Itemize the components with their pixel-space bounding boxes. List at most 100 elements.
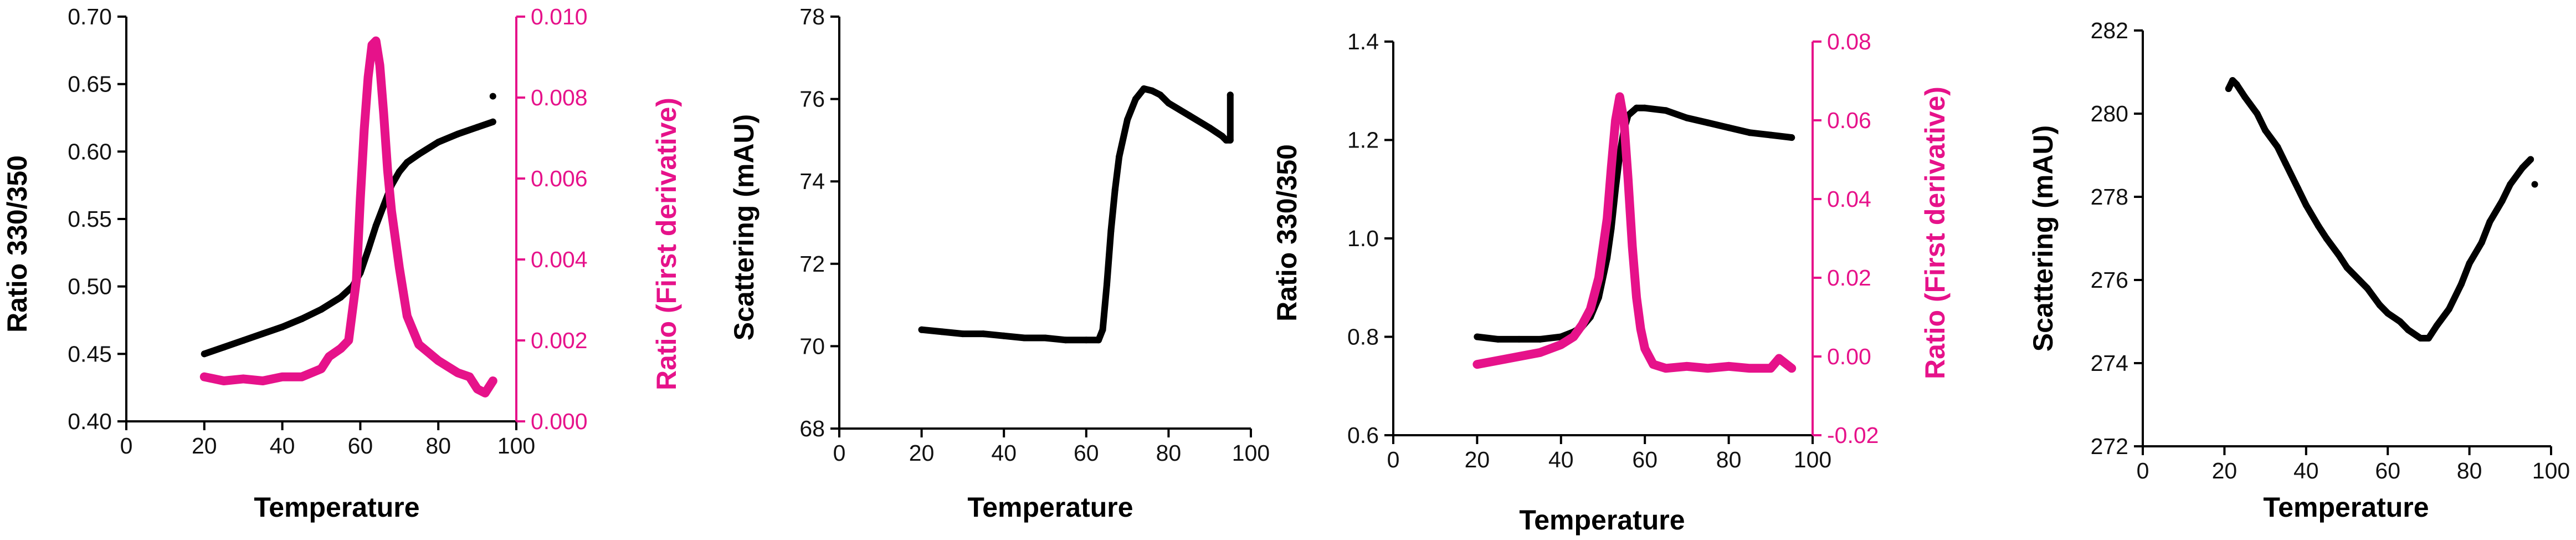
chart-1-series-1-point xyxy=(259,377,267,385)
chart-4-series-0-point xyxy=(2519,164,2526,171)
chart-2-series-0-point xyxy=(1099,326,1106,333)
chart-3-xlabel: Temperature xyxy=(1519,505,1685,536)
chart-3-series-1-point xyxy=(1515,353,1523,360)
chart-2-series-0-point xyxy=(1140,85,1147,92)
chart-4-ytick-label: 280 xyxy=(2091,101,2128,126)
chart-1-series-1-point xyxy=(376,61,384,69)
chart-3-series-1-point xyxy=(1788,364,1796,373)
chart-1-y2tick-label: 0.002 xyxy=(531,328,588,353)
chart-4-xtick-label: 100 xyxy=(2532,458,2570,483)
chart-2-series-0-point xyxy=(1082,337,1090,344)
chart-3-y2label: Ratio (First derivative) xyxy=(1920,86,1951,379)
chart-1-y2tick-label: 0.000 xyxy=(531,409,588,434)
chart-3-series-1-point xyxy=(1624,175,1632,184)
chart-3-series-1-point xyxy=(1636,325,1645,333)
chart-3-plot: 0 20 40 60 80 100 0.6 0.8 1.0 1.2 1.4 -0.02 0.00 0.02… xyxy=(1347,29,1879,472)
chart-4-ytick-label: 278 xyxy=(2091,184,2128,210)
chart-2-series-0-point xyxy=(1227,91,1234,99)
chart-1-series-1-point xyxy=(345,337,353,344)
chart-1-series-0-point xyxy=(372,222,379,230)
chart-2-series-0-point xyxy=(1186,112,1193,119)
chart-3-xtick-label: 80 xyxy=(1716,447,1742,472)
chart-1-xtick-label: 60 xyxy=(348,433,373,459)
chart-1-series-0-point xyxy=(489,118,496,125)
chart-1-series-1-point xyxy=(364,73,372,81)
chart-4-series-0-point xyxy=(2433,322,2440,329)
chart-1-series-1-point xyxy=(352,276,361,284)
chart-1-y2tick-label: 0.008 xyxy=(531,85,588,110)
chart-4-series-0-point xyxy=(2343,264,2351,271)
chart-4-series-0-point xyxy=(2445,305,2452,313)
chart-3-series-0-point xyxy=(1616,151,1623,159)
chart-1-series-0-point xyxy=(454,130,461,137)
chart-3-series-0-point xyxy=(1767,131,1774,139)
chart-3-series-1-point xyxy=(1607,164,1615,172)
chart-1-series-1-point xyxy=(391,235,399,243)
chart-3-series-derivative-line xyxy=(1472,92,1797,373)
chart-1-series-1-point xyxy=(337,344,345,353)
chart-4-series-0-point xyxy=(2254,110,2261,117)
chart-3-xtick-label: 60 xyxy=(1632,447,1658,472)
chart-panel-3: Ratio 330/350 Ratio (First derivative) T… xyxy=(1271,29,1951,536)
chart-1-series-0-point xyxy=(337,294,345,301)
chart-4-xlabel: Temperature xyxy=(2263,492,2429,523)
chart-2-ytick-label: 68 xyxy=(799,416,825,441)
chart-2-xtick-label: 60 xyxy=(1074,440,1099,466)
chart-3-series-1-point xyxy=(1569,333,1578,341)
chart-2-series-0-point xyxy=(1111,186,1118,193)
chart-3-series-1-point xyxy=(1586,305,1594,313)
chart-4-series-0-point xyxy=(2527,156,2534,163)
chart-1-y2tick-label: 0.006 xyxy=(531,166,588,191)
chart-2-xtick-label: 40 xyxy=(991,440,1017,466)
chart-3-series-1-point xyxy=(1473,360,1481,369)
chart-1-series-0-point xyxy=(201,350,208,358)
chart-1-ytick-label: 0.60 xyxy=(68,139,112,164)
chart-4-series-0-point xyxy=(2335,252,2342,258)
chart-1-ylabel: Ratio 330/350 xyxy=(2,155,33,333)
chart-3-series-1-point xyxy=(1641,344,1649,353)
chart-4-ytick-label: 274 xyxy=(2091,350,2128,376)
chart-2-xtick-label: 20 xyxy=(909,440,935,466)
chart-3-ytick-label: 1.4 xyxy=(1347,29,1379,54)
chart-1-xtick-label: 0 xyxy=(120,433,133,459)
chart-1-series-1-point xyxy=(372,37,380,45)
chart-3-series-1-point xyxy=(1703,364,1712,373)
chart-3-series-1-point xyxy=(1649,360,1658,369)
chart-3-y2tick-label: 0.04 xyxy=(1827,186,1871,212)
chart-1-ytick-label: 0.40 xyxy=(68,409,112,434)
chart-1-xtick-label: 40 xyxy=(270,433,295,459)
chart-4-xtick-label: 20 xyxy=(2212,458,2238,483)
chart-4-ylabel: Scattering (mAU) xyxy=(2028,125,2059,351)
chart-1-series-1-point xyxy=(360,126,368,134)
chart-4-xtick-label: 40 xyxy=(2293,458,2319,483)
chart-3-xtick-label: 0 xyxy=(1387,447,1400,472)
chart-1-series-1-point xyxy=(383,166,392,175)
chart-panel-4: Scattering (mAU) Temperature 0 20 40 60 80 10… xyxy=(2028,18,2570,523)
chart-2-series-0-point xyxy=(1095,337,1102,344)
chart-1-ytick-label: 0.50 xyxy=(68,274,112,299)
chart-4-series-0-point xyxy=(2457,281,2465,288)
chart-3-series-1-point xyxy=(1494,356,1502,365)
chart-4-ytick-label: 282 xyxy=(2091,18,2128,43)
chart-3-series-0-point xyxy=(1788,134,1795,141)
chart-2-series-0-point xyxy=(1107,227,1115,235)
chart-3-series-1-point xyxy=(1628,242,1636,251)
chart-4-series-0-point xyxy=(2486,218,2493,225)
chart-2-ytick-label: 70 xyxy=(799,333,825,359)
chart-4-xtick-label: 0 xyxy=(2137,458,2149,483)
chart-1-series-1-point xyxy=(395,263,403,272)
chart-1-series-1-point xyxy=(317,365,325,373)
chart-2-series-0-point xyxy=(1132,95,1139,103)
chart-3-series-0-point xyxy=(1641,104,1649,111)
chart-1-xlabel: Temperature xyxy=(254,492,419,523)
chart-4-series-0-point xyxy=(2282,160,2289,167)
chart-1-series-0-point xyxy=(396,168,403,175)
chart-2-plot: 0 20 40 60 80 100 68 70 72 74 76 78 xyxy=(799,4,1270,466)
chart-3-y2tick-label: 0.02 xyxy=(1827,265,1871,291)
chart-4-series-0-point xyxy=(2315,222,2322,230)
chart-2-series-0-point xyxy=(1219,133,1225,140)
chart-3-series-0-point xyxy=(1683,114,1690,121)
chart-4-ytick-label: 272 xyxy=(2091,434,2128,459)
chart-1-series-0-point xyxy=(474,124,481,131)
